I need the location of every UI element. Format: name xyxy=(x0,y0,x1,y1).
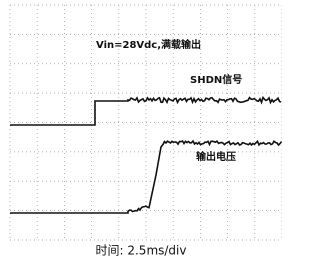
scope-screenshot: Vin=28Vdc,满载输出 SHDN信号 输出电压 时间: 2.5ms/div xyxy=(0,0,282,261)
shdn-waveform xyxy=(10,98,281,126)
shdn-label: SHDN信号 xyxy=(190,73,242,86)
caption: 时间: 2.5ms/div xyxy=(96,244,187,258)
title: Vin=28Vdc,满载输出 xyxy=(96,38,201,51)
vout-label: 输出电压 xyxy=(196,150,236,163)
